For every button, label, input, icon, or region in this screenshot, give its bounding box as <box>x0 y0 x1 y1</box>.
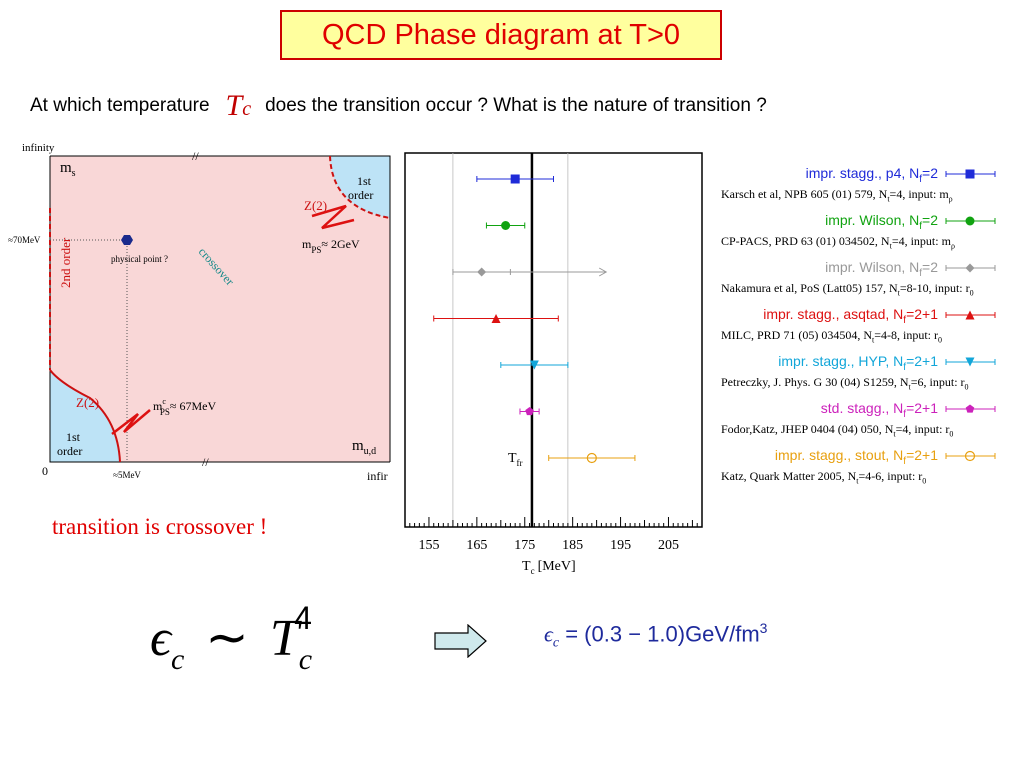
lightning-bottom <box>111 409 151 435</box>
legend-point <box>965 263 975 273</box>
x-tick-label: 185 <box>562 538 583 553</box>
second-order-label: 2nd order <box>58 237 73 288</box>
right-arrow-icon <box>434 624 487 658</box>
data-point <box>586 452 597 464</box>
legend-marker <box>945 216 996 226</box>
question-part2: does the transition occur ? What is the … <box>265 95 767 116</box>
legend-marker <box>945 310 996 320</box>
crossover-note: transition is crossover ! <box>52 514 268 539</box>
legend-reference: CP-PACS, PRD 63 (01) 034502, Nt=4, input… <box>721 234 955 251</box>
legend-point <box>965 404 975 413</box>
phase-region <box>50 156 390 462</box>
legend-point <box>965 169 975 179</box>
first-order-top-line2: order <box>348 188 373 202</box>
legend-marker <box>945 263 996 273</box>
phase-diagram: infinity // // 0 infir ms mu,d ≈70MeV ≈5… <box>8 142 391 483</box>
data-point <box>501 221 511 230</box>
physical-point-marker <box>121 235 133 245</box>
question-line: At which temperature Tc does the transitio… <box>30 88 767 127</box>
x-tick-label: 155 <box>418 538 439 553</box>
tc-symbol: Tc <box>225 89 252 122</box>
first-order-top-region <box>330 156 390 218</box>
data-point <box>529 360 539 370</box>
legend-label: impr. stagg., HYP, Nf=2+1 <box>778 353 938 373</box>
data-point <box>525 407 534 416</box>
legend-marker <box>945 169 996 179</box>
break-mark-top: // <box>192 149 199 163</box>
legend-point <box>965 357 975 367</box>
break-mark-bottom: // <box>202 455 209 469</box>
legend-marker <box>945 404 996 413</box>
legend-label: impr. stagg., stout, Nf=2+1 <box>774 447 938 467</box>
legend-reference: Katz, Quark Matter 2005, Nt=4-6, input: … <box>721 469 927 486</box>
legend-reference: MILC, PRD 71 (05) 034504, Nt=4-8, input:… <box>721 328 943 345</box>
first-order-bottom-region <box>50 370 120 462</box>
lightning-top <box>311 204 355 230</box>
mps-bottom: mc PS≈ 67MeV <box>153 397 217 417</box>
mud-label: mu,d <box>352 438 376 457</box>
legend-label: std. stagg., Nf=2+1 <box>820 400 938 420</box>
first-order-bottom-line2: order <box>57 444 82 458</box>
data-point <box>510 174 520 184</box>
legend-label: impr. stagg., asqtad, Nf=2+1 <box>763 306 938 326</box>
data-series <box>485 221 526 230</box>
first-order-bottom-line1: 1st <box>66 430 81 444</box>
chart-frame <box>404 152 703 528</box>
z2-bottom-label: Z(2) <box>76 395 99 410</box>
axis-top-label: infinity <box>22 142 55 154</box>
z2-top-label: Z(2) <box>304 198 327 213</box>
x-tick-label: 175 <box>514 538 535 553</box>
legend-label: impr. stagg., p4, Nf=2 <box>805 165 938 185</box>
legend-reference: Nakamura et al, PoS (Latt05) 157, Nt=8-1… <box>721 281 974 298</box>
data-series <box>548 452 636 464</box>
data-series <box>519 407 540 416</box>
arrow-head <box>598 267 608 277</box>
axis-right-label: infir <box>367 469 388 483</box>
question-part1: At which temperature <box>30 95 210 116</box>
data-series <box>452 267 608 277</box>
data-point <box>491 314 501 323</box>
data-series <box>476 174 554 184</box>
mud-mark: ≈5MeV <box>113 470 141 480</box>
legend-label: impr. Wilson, Nf=2 <box>825 212 938 232</box>
data-series <box>500 360 569 370</box>
tfr-label: Tfr <box>508 451 523 468</box>
legend-marker <box>945 450 996 462</box>
legend-reference: Karsch et al, NPB 605 (01) 579, Nt=4, in… <box>721 187 953 204</box>
ms-mark: ≈70MeV <box>8 235 41 245</box>
legend-point <box>965 216 975 226</box>
boundary-bottom <box>49 369 121 463</box>
first-order-top-line1: 1st <box>357 174 372 188</box>
boundary-top <box>329 155 391 219</box>
ms-label: ms <box>60 160 76 179</box>
tc-chart: 155 165 175 185 195 205 Tfr Tc [MeV] <box>404 152 703 576</box>
x-tick-label: 205 <box>658 538 679 553</box>
legend-label: impr. Wilson, Nf=2 <box>825 259 938 279</box>
x-tick-label: 165 <box>466 538 487 553</box>
legend-reference: Fodor,Katz, JHEP 0404 (04) 050, Nt=4, in… <box>721 422 954 439</box>
physical-point-label: physical point ? <box>111 254 168 264</box>
energy-density-formula: ϵc ∼ Tc4 <box>150 600 313 676</box>
legend-point <box>965 310 975 320</box>
legend-reference: Petreczky, J. Phys. G 30 (04) S1259, Nt=… <box>721 375 969 392</box>
page-title: QCD Phase diagram at T>0 <box>280 10 722 60</box>
legend-point <box>964 450 976 462</box>
data-point <box>477 267 487 277</box>
x-axis-label: Tc [MeV] <box>522 559 576 576</box>
legend-marker <box>945 357 996 367</box>
data-series <box>433 314 559 323</box>
x-tick-label: 195 <box>610 538 631 553</box>
mps-top: mPS≈ 2GeV <box>302 237 360 255</box>
origin-label: 0 <box>42 464 48 478</box>
energy-density-result: ϵc = (0.3 − 1.0)GeV/fm3 <box>544 620 768 651</box>
